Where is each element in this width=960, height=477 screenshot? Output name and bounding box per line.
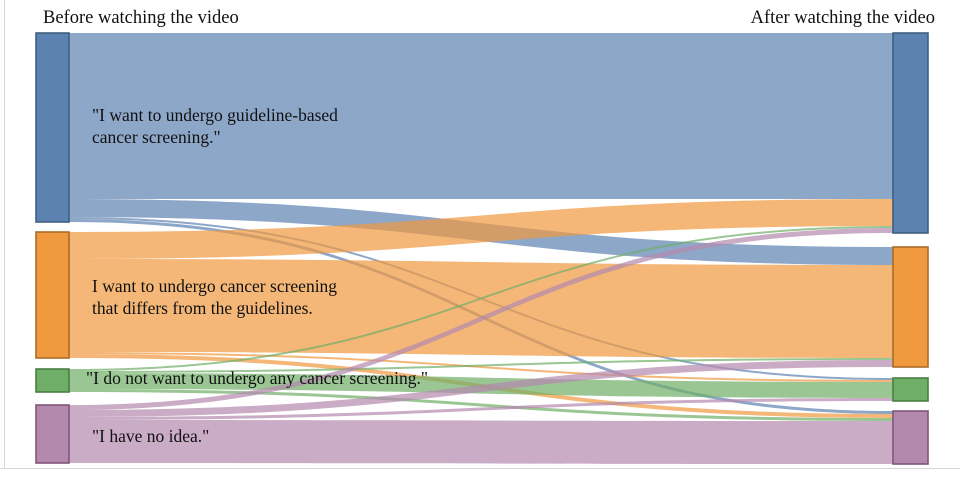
flow-label-line: "I have no idea." bbox=[92, 426, 210, 446]
flow-label-line: "I want to undergo guideline-based bbox=[92, 105, 338, 125]
node-after-differs-from-guidelines bbox=[892, 246, 929, 368]
figure-bottom-border bbox=[0, 468, 960, 469]
flow-label-no-screening: "I do not want to undergo any cancer scr… bbox=[86, 368, 428, 390]
flow-label-no-idea: "I have no idea." bbox=[92, 426, 209, 448]
flow-no-idea-to-no-idea bbox=[69, 420, 893, 464]
flow-label-line: "I do not want to undergo any cancer scr… bbox=[86, 368, 428, 388]
node-before-no-screening bbox=[35, 368, 70, 393]
flow-no-idea-to-guideline-based bbox=[69, 228, 893, 410]
node-before-differs-from-guidelines bbox=[35, 231, 70, 359]
column-title-after: After watching the video bbox=[750, 8, 935, 28]
node-before-no-idea bbox=[35, 404, 70, 464]
node-after-guideline-based bbox=[892, 32, 929, 234]
flow-label-line: I want to undergo cancer screening bbox=[92, 276, 338, 296]
flow-no-idea-to-no-screening bbox=[69, 398, 893, 420]
flow-no-screening-to-differs-from-guidelines bbox=[69, 358, 893, 373]
flow-label-line: cancer screening." bbox=[92, 126, 221, 147]
column-title-before: Before watching the video bbox=[43, 8, 239, 28]
flow-differs-from-guidelines-to-no-screening bbox=[69, 352, 893, 382]
node-before-guideline-based bbox=[35, 32, 70, 223]
flow-label-line: that differs from the guidelines. bbox=[92, 297, 313, 318]
flow-no-idea-to-differs-from-guidelines bbox=[69, 360, 893, 417]
flow-label-differs-from-guidelines: I want to undergo cancer screening that … bbox=[92, 276, 337, 319]
node-after-no-screening bbox=[892, 377, 929, 402]
flow-differs-from-guidelines-to-guideline-based bbox=[69, 199, 893, 259]
figure-left-border bbox=[4, 0, 5, 468]
flow-no-screening-to-no-idea bbox=[69, 389, 893, 421]
node-after-no-idea bbox=[892, 410, 929, 465]
flow-label-guideline-based: "I want to undergo guideline-based cance… bbox=[92, 105, 338, 148]
flow-differs-from-guidelines-to-differs-from-guidelines bbox=[69, 259, 893, 358]
flow-guideline-based-to-guideline-based bbox=[69, 33, 893, 199]
flow-no-screening-to-guideline-based bbox=[69, 226, 893, 371]
